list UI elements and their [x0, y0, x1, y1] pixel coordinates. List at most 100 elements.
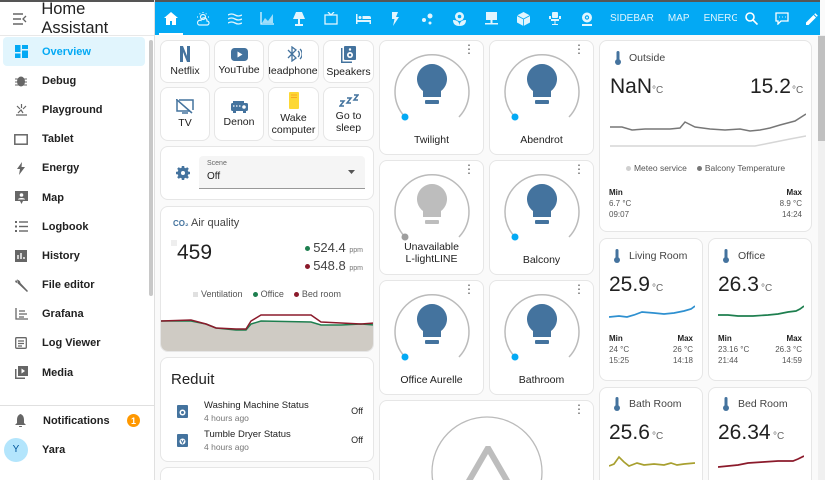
min-stats: Min 6.7 °C 09:07 — [609, 188, 632, 219]
bed-icon[interactable] — [347, 2, 379, 35]
light-dial[interactable] — [392, 51, 472, 131]
sidebar-item-grafana[interactable]: Grafana — [3, 300, 145, 329]
entity-row[interactable]: Tumble Dryer Status 4 hours ago Off — [161, 427, 373, 455]
sidebar: Home Assistant Overview Debug Playground… — [0, 0, 155, 480]
flower-icon[interactable] — [443, 2, 475, 35]
light-dial[interactable] — [502, 171, 582, 251]
search-icon[interactable] — [737, 12, 767, 25]
outside-sensor-card[interactable]: Outside NaN °C 15.2 °C Meteo service Bal… — [599, 40, 812, 232]
main-scrollbar-thumb[interactable] — [818, 36, 825, 141]
tab-energy[interactable]: ENERG — [703, 13, 737, 24]
sidebar-item-notifications[interactable]: Notifications 1 — [0, 406, 155, 435]
sidebar-item-overview[interactable]: Overview — [3, 37, 145, 67]
legend-meteo-service[interactable]: Meteo service — [625, 163, 687, 173]
sidebar-item-energy[interactable]: Energy — [3, 154, 145, 183]
headphone-button[interactable]: Headphone — [268, 40, 319, 83]
wake-computer-button[interactable]: Wake computer — [268, 87, 319, 141]
washing-machine-icon — [177, 405, 188, 418]
min-stats: Min 24 °C 15:25 — [609, 334, 630, 365]
sidebar-item-file-editor[interactable]: File editor — [3, 271, 145, 300]
wrench-icon — [3, 278, 39, 292]
legend-bed-room[interactable]: Bed room — [293, 289, 341, 299]
entity-row[interactable]: Washing Machine Status 4 hours ago Off — [161, 398, 373, 426]
tv-button[interactable]: TV — [160, 87, 210, 141]
thermometer-icon — [723, 249, 729, 263]
sidebar-item-media[interactable]: Media — [3, 358, 145, 387]
legend-office[interactable]: Office — [252, 289, 284, 299]
large-control-card[interactable]: ⋮ — [379, 400, 594, 480]
sidebar-item-tablet[interactable]: Tablet — [3, 125, 145, 154]
light-card-twilight[interactable]: ⋮ Twilight — [379, 40, 484, 155]
light-card-balcony[interactable]: ⋮ Balcony — [489, 160, 594, 275]
gear-icon — [176, 166, 190, 180]
netflix-button[interactable]: Netflix — [160, 40, 210, 83]
tab-map[interactable]: MAP — [667, 13, 690, 24]
sidebar-nav: Overview Debug Playground Tablet Energy … — [0, 37, 148, 403]
main-scrollbar[interactable] — [818, 35, 825, 480]
flash-icon[interactable] — [379, 2, 411, 35]
more-options-icon[interactable]: ⋮ — [573, 402, 585, 416]
lightbulb-icon — [417, 184, 447, 224]
bluetooth-audio-icon — [287, 46, 302, 62]
light-dial[interactable] — [392, 171, 472, 251]
sidebar-footer: Notifications 1 Y Yara — [0, 405, 155, 464]
sidebar-item-map[interactable]: Map — [3, 183, 145, 212]
lamp-icon[interactable] — [283, 2, 315, 35]
denon-button[interactable]: Denon — [214, 87, 264, 141]
sidebar-scrollbar[interactable] — [149, 40, 153, 296]
sparkline — [609, 305, 695, 318]
light-dial[interactable] — [392, 291, 472, 371]
desktop-icon[interactable] — [475, 2, 507, 35]
dial-control[interactable] — [430, 415, 545, 480]
sidebar-item-profile[interactable]: Y Yara — [0, 435, 155, 464]
weather-icon[interactable] — [187, 2, 219, 35]
lightbulb-icon — [417, 304, 447, 344]
television-icon[interactable] — [315, 2, 347, 35]
sidebar-item-logbook[interactable]: Logbook — [3, 212, 145, 241]
waves-icon[interactable] — [219, 2, 251, 35]
legend-ventilation[interactable]: Ventilation — [193, 289, 243, 299]
bath-room-sensor-card[interactable]: Bath Room 25.6 °C — [599, 387, 703, 480]
chair-icon[interactable] — [539, 2, 571, 35]
sidebar-item-history[interactable]: History — [3, 241, 145, 270]
sleep-icon — [338, 94, 359, 107]
thermometer-icon — [614, 249, 620, 263]
living-room-sensor-card[interactable]: Living Room 25.9 °C Min 24 °C 15:25 Max 26 … — [599, 238, 703, 381]
light-dial[interactable] — [502, 291, 582, 371]
office-sensor-card[interactable]: Office 26.3 °C Min 23.16 °C 21:44 Max 26.3 … — [708, 238, 812, 381]
text-box-icon — [3, 337, 39, 350]
assist-icon[interactable] — [767, 12, 797, 25]
scene-card: Scene Off — [160, 146, 374, 200]
tab-sidebar[interactable]: SIDEBAR — [610, 13, 654, 24]
bug-icon — [3, 74, 39, 87]
molecule-icon[interactable] — [411, 2, 443, 35]
youtube-icon — [230, 47, 248, 61]
sidebar-item-debug[interactable]: Debug — [3, 66, 145, 95]
chart-legend: Meteo service Balcony Temperature — [600, 163, 811, 173]
light-card-abendrot[interactable]: ⋮ Abendrot — [489, 40, 594, 155]
sidebar-item-playground[interactable]: Playground — [3, 95, 145, 124]
tablet-icon — [3, 133, 39, 145]
scene-select[interactable]: Scene Off — [199, 156, 365, 189]
go-to-sleep-button[interactable]: Go to sleep — [323, 87, 374, 141]
sparkline — [609, 455, 695, 467]
menu-toggle-icon[interactable] — [0, 12, 39, 25]
cube-icon[interactable] — [507, 2, 539, 35]
air-quality-card[interactable]: CO₂ Air quality 459 524.4 ppm 548.8 ppm … — [160, 206, 374, 352]
edit-icon[interactable] — [797, 12, 820, 25]
light-card-bathroom[interactable]: ⋮ Bathroom — [489, 280, 594, 395]
bell-icon — [0, 414, 40, 427]
chart-areaspline-icon[interactable] — [251, 2, 283, 35]
legend-balcony-temperature[interactable]: Balcony Temperature — [696, 163, 785, 173]
youtube-button[interactable]: YouTube — [214, 40, 264, 83]
notification-count-badge: 1 — [127, 414, 140, 427]
light-dial[interactable] — [502, 51, 582, 131]
home-icon[interactable] — [155, 2, 187, 35]
sidebar-item-log-viewer[interactable]: Log Viewer — [3, 329, 145, 358]
grafana-icon — [3, 308, 39, 320]
webcam-icon[interactable] — [571, 2, 603, 35]
light-card-l-lightline[interactable]: ⋮ Unavailable L-lightLINE — [379, 160, 484, 275]
speakers-button[interactable]: Speakers — [323, 40, 374, 83]
bed-room-sensor-card[interactable]: Bed Room 26.34 °C — [708, 387, 812, 480]
light-card-office-aurelle[interactable]: ⋮ Office Aurelle — [379, 280, 484, 395]
